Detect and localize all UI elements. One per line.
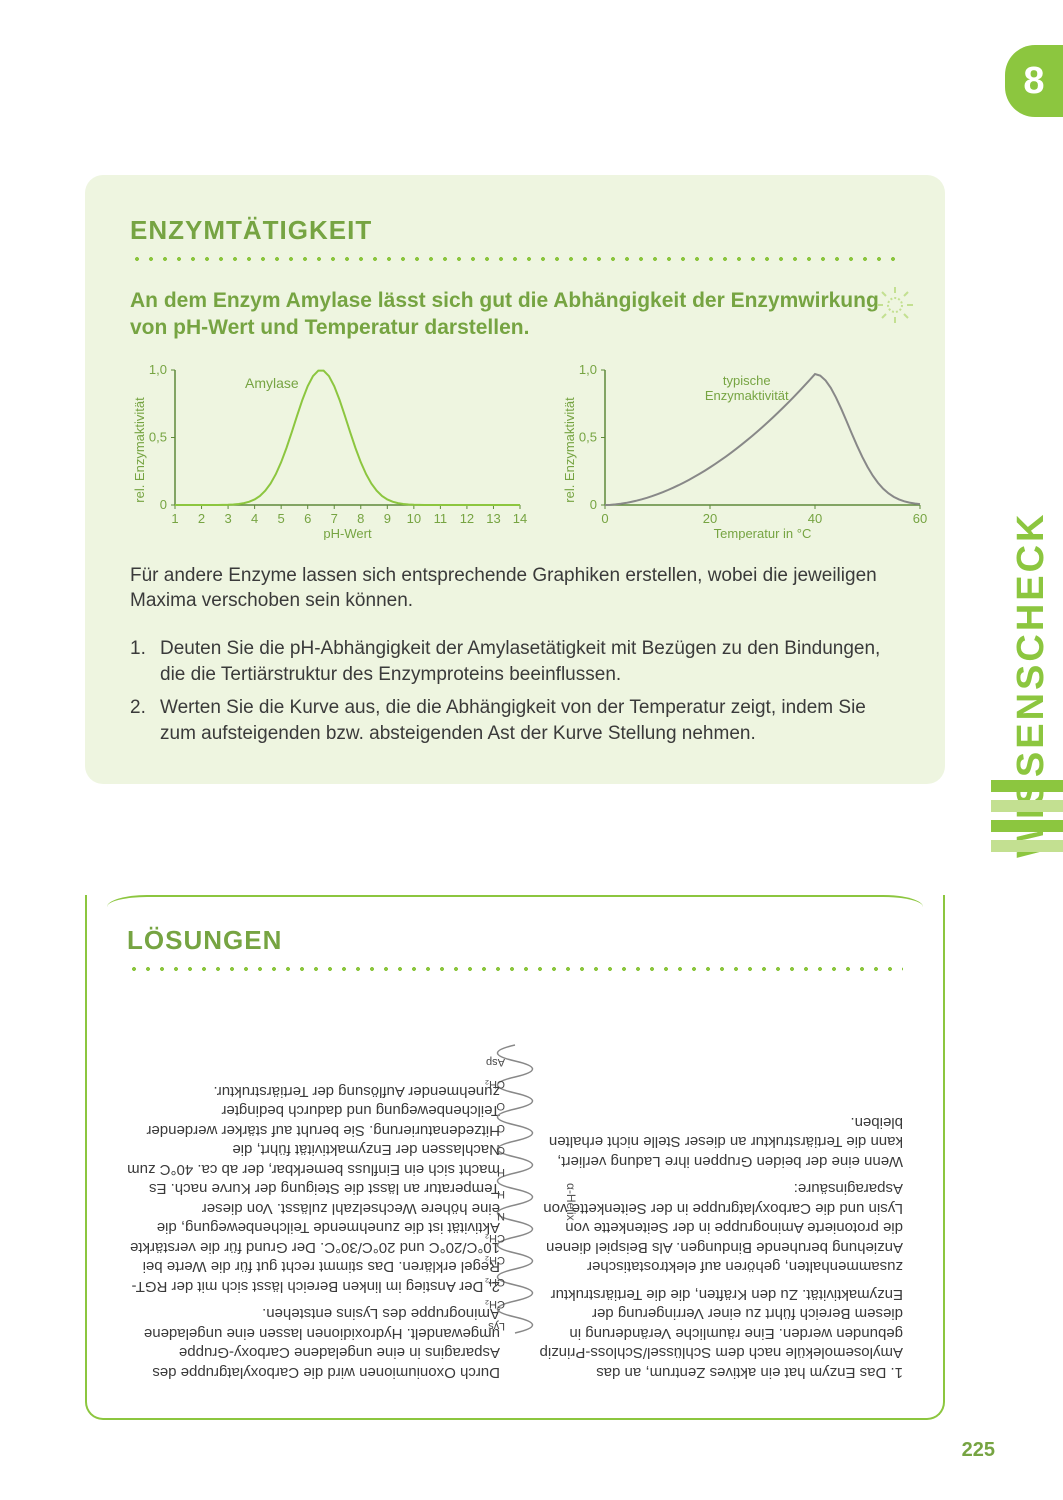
- svg-text:4: 4: [251, 511, 258, 526]
- intro-text: An dem Enzym Amylase lässt sich gut die …: [130, 287, 900, 342]
- svg-text:Temperatur in °C: Temperatur in °C: [714, 526, 812, 540]
- svg-text:2: 2: [198, 511, 205, 526]
- svg-text:0: 0: [590, 497, 597, 512]
- svg-text:3: 3: [224, 511, 231, 526]
- svg-text:rel. Enzymaktivität: rel. Enzymaktivität: [132, 396, 147, 502]
- main-card: ENZYMTÄTIGKEIT An dem Enzym Amylase läss…: [85, 175, 945, 784]
- svg-text:11: 11: [434, 511, 448, 526]
- temp-chart: 0 0,5 1,0 0 20 40 60 rel. Enzymaktivität Tempera…: [560, 360, 930, 545]
- questions-list: 1. Deuten Sie die pH-Abhängigkeit der Am…: [130, 636, 900, 747]
- svg-text:rel. Enzymaktivität: rel. Enzymaktivität: [562, 396, 577, 502]
- chapter-number: 8: [1023, 60, 1044, 103]
- svg-text:Amylase: Amylase: [245, 375, 299, 391]
- svg-text:0,5: 0,5: [149, 429, 167, 444]
- ph-chart-svg: 00,51,01234567891011121314rel. Enzymakti…: [130, 360, 530, 540]
- svg-text:7: 7: [331, 511, 338, 526]
- dotted-divider: [130, 256, 900, 262]
- svg-text:0,5: 0,5: [579, 429, 597, 444]
- svg-text:1,0: 1,0: [149, 362, 167, 377]
- svg-text:40: 40: [808, 511, 822, 526]
- svg-text:1: 1: [171, 511, 178, 526]
- temp-chart-svg: 0 0,5 1,0 0 20 40 60 rel. Enzymaktivität Tempera…: [560, 360, 930, 540]
- chapter-tab: 8: [1005, 45, 1063, 117]
- svg-text:12: 12: [460, 511, 474, 526]
- body-paragraph: Für andere Enzyme lassen sich entspreche…: [130, 563, 900, 614]
- sun-icon: [875, 285, 915, 325]
- svg-text:60: 60: [913, 511, 927, 526]
- charts-row: 00,51,01234567891011121314rel. Enzymakti…: [130, 360, 900, 545]
- solutions-title: LÖSUNGEN: [127, 925, 903, 956]
- svg-text:0: 0: [601, 511, 608, 526]
- svg-text:8: 8: [357, 511, 364, 526]
- svg-text:5: 5: [278, 511, 285, 526]
- svg-text:13: 13: [486, 511, 500, 526]
- question-2: 2. Werten Sie die Kurve aus, die die Abh…: [130, 695, 900, 746]
- side-decor-bars: [991, 780, 1063, 852]
- question-1: 1. Deuten Sie die pH-Abhängigkeit der Am…: [130, 636, 900, 687]
- page-number: 225: [962, 1439, 995, 1462]
- solutions-card: LÖSUNGEN 1. Das Enzym hat ein aktives Ze…: [85, 895, 945, 1420]
- svg-text:10: 10: [407, 511, 421, 526]
- svg-text:typische: typische: [723, 373, 771, 388]
- svg-text:9: 9: [384, 511, 391, 526]
- svg-text:20: 20: [703, 511, 717, 526]
- svg-text:0: 0: [160, 497, 167, 512]
- svg-text:14: 14: [513, 511, 527, 526]
- dotted-divider-2: [127, 966, 903, 972]
- solutions-text-upside: 1. Das Enzym hat ein aktives Zentrum, an…: [127, 992, 903, 1382]
- card-title: ENZYMTÄTIGKEIT: [130, 215, 900, 246]
- svg-text:Enzymaktivität: Enzymaktivität: [705, 388, 789, 403]
- svg-text:pH-Wert: pH-Wert: [323, 526, 372, 540]
- svg-text:1,0: 1,0: [579, 362, 597, 377]
- svg-text:6: 6: [304, 511, 311, 526]
- ph-chart: 00,51,01234567891011121314rel. Enzymakti…: [130, 360, 530, 545]
